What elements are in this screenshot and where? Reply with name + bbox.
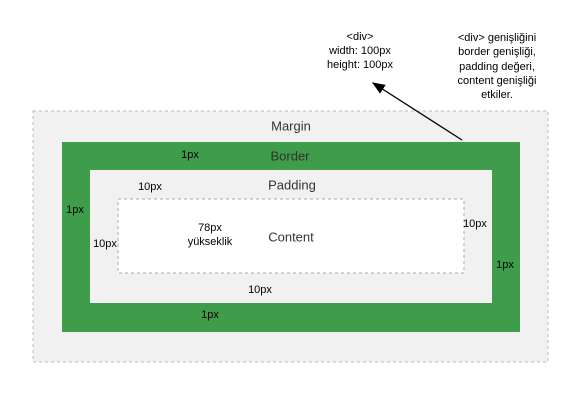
padding-size: 10px [138, 181, 162, 193]
div-info-line: width: 100px [328, 45, 391, 57]
arrow [371, 82, 463, 141]
margin-label: Margin [271, 118, 311, 133]
note-line: content genişliği [458, 75, 537, 87]
div-info-line: height: 100px [327, 59, 394, 71]
padding-size: 10px [93, 238, 117, 250]
border-size: 1px [181, 149, 199, 161]
border-size: 1px [201, 309, 219, 321]
border-size: 1px [496, 259, 514, 271]
border-size: 1px [66, 204, 84, 216]
note-line: padding değeri, [459, 61, 535, 73]
div-info-line: <div> [347, 31, 374, 43]
note-line: etkiler. [481, 89, 513, 101]
padding-size: 10px [248, 284, 272, 296]
padding-size: 10px [463, 218, 487, 230]
content-box [117, 198, 465, 274]
height-label: yükseklik [188, 236, 233, 248]
note-line: <div> genişliğini [458, 32, 536, 44]
note-line: border genişliği, [458, 46, 536, 58]
padding-label: Padding [268, 177, 316, 192]
border-label: Border [270, 148, 310, 163]
height-label: 78px [198, 222, 222, 234]
content-label: Content [268, 229, 314, 244]
